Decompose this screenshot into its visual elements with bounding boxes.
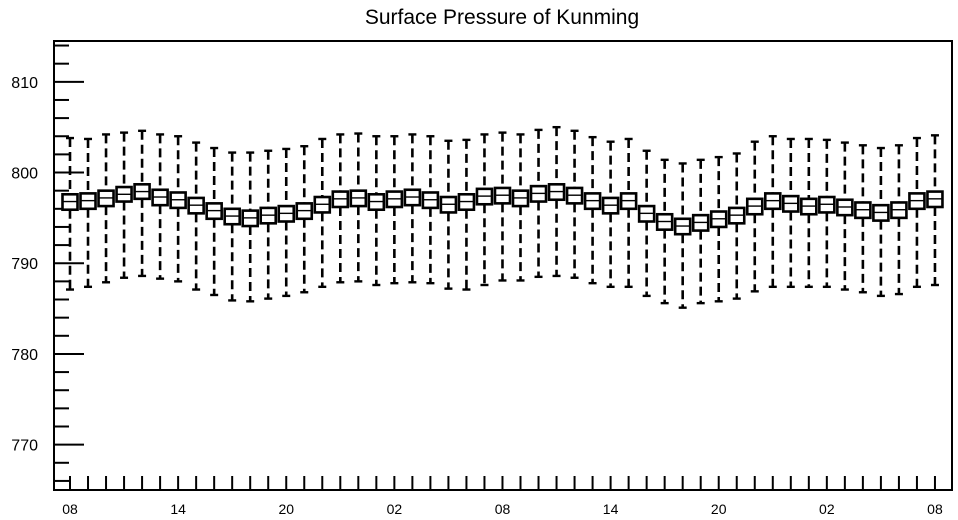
box-item [151,133,169,280]
box-item [908,136,926,289]
box-item [637,149,656,298]
box-item [133,129,151,278]
box-item [547,125,566,278]
box-item [872,146,890,298]
box-item [493,131,512,282]
box-item [763,135,782,289]
box-item [241,151,259,303]
x-tick-label: 20 [278,501,294,517]
y-tick-label: 800 [11,166,38,183]
box-item [79,137,97,289]
box-item [97,133,115,284]
box-item [295,145,314,294]
box-series [61,125,944,309]
box-item [475,133,494,287]
y-axis: 770 780 790 800 810 [11,44,84,482]
y-tick-label: 780 [11,347,38,364]
box-item [781,137,800,289]
box-item [601,140,620,289]
box-item [565,129,584,279]
box-item [619,137,638,289]
box-item [331,133,350,284]
box-item [439,139,458,290]
box-item [385,135,404,285]
box-item [854,144,872,294]
box-item [836,141,854,291]
x-tick-label: 02 [387,501,403,517]
x-tick-label: 14 [170,501,186,517]
x-axis: 08 14 20 02 08 14 20 02 08 [62,476,943,517]
box-item [205,146,223,297]
chart-title: Surface Pressure of Kunming [365,6,639,29]
box-item [583,135,602,285]
box-item [61,136,79,291]
box-item [421,135,440,285]
box-item [313,137,332,289]
box-item [367,135,386,287]
box-item [403,133,422,284]
y-tick-label: 770 [11,438,38,455]
box-item [818,138,836,289]
box-item [187,141,205,291]
box-item [349,132,368,283]
box-item [529,128,548,279]
box-item [709,155,728,303]
box-item [890,144,908,296]
box-item [727,152,746,300]
x-tick-label: 02 [819,501,835,517]
box-item [115,131,133,279]
box-item [655,158,674,305]
box-item [511,133,530,282]
y-tick-label: 790 [11,256,38,273]
box-item [745,140,764,293]
box-item [691,158,710,305]
box-item [673,162,692,309]
box-item [457,138,476,291]
y-tick-label: 810 [11,75,38,92]
box-item [259,149,278,300]
x-tick-label: 08 [495,501,511,517]
box-item [277,147,296,298]
box-item [169,135,187,283]
box-item [223,151,241,302]
box-item [926,134,944,287]
box-item [800,137,818,289]
x-tick-label: 20 [711,501,727,517]
x-tick-label: 08 [62,501,78,517]
x-tick-label: 14 [603,501,619,517]
x-tick-label: 08 [927,501,943,517]
